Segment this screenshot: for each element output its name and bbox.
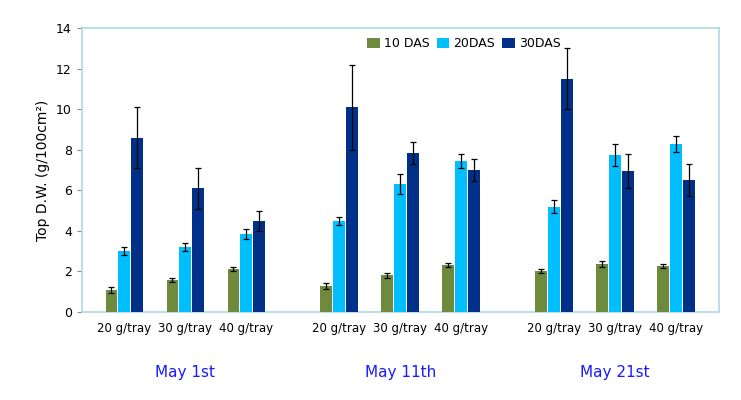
Bar: [119, 251, 130, 312]
Bar: [333, 221, 345, 312]
Bar: [536, 272, 547, 312]
Bar: [597, 264, 608, 312]
Bar: [455, 161, 467, 312]
Bar: [561, 79, 573, 312]
Text: May 1st: May 1st: [155, 365, 215, 380]
Legend: 10 DAS, 20DAS, 30DAS: 10 DAS, 20DAS, 30DAS: [368, 37, 560, 50]
Bar: [346, 107, 358, 312]
Bar: [179, 247, 191, 312]
Bar: [105, 290, 117, 312]
Bar: [622, 171, 634, 312]
Bar: [442, 265, 454, 312]
Bar: [683, 180, 695, 312]
Bar: [240, 234, 252, 312]
Text: May 11th: May 11th: [365, 365, 436, 380]
Bar: [407, 153, 419, 312]
Bar: [609, 155, 621, 312]
Bar: [394, 184, 406, 312]
Bar: [192, 188, 204, 312]
Bar: [227, 270, 239, 312]
Bar: [167, 280, 179, 312]
Bar: [382, 276, 393, 312]
Bar: [548, 206, 560, 312]
Bar: [131, 138, 143, 312]
Bar: [321, 286, 332, 312]
Bar: [670, 144, 682, 312]
Y-axis label: Top D.W. (g/100cm²): Top D.W. (g/100cm²): [36, 99, 50, 241]
Bar: [253, 221, 265, 312]
Text: May 21st: May 21st: [580, 365, 650, 380]
Bar: [468, 170, 479, 312]
Bar: [657, 266, 669, 312]
